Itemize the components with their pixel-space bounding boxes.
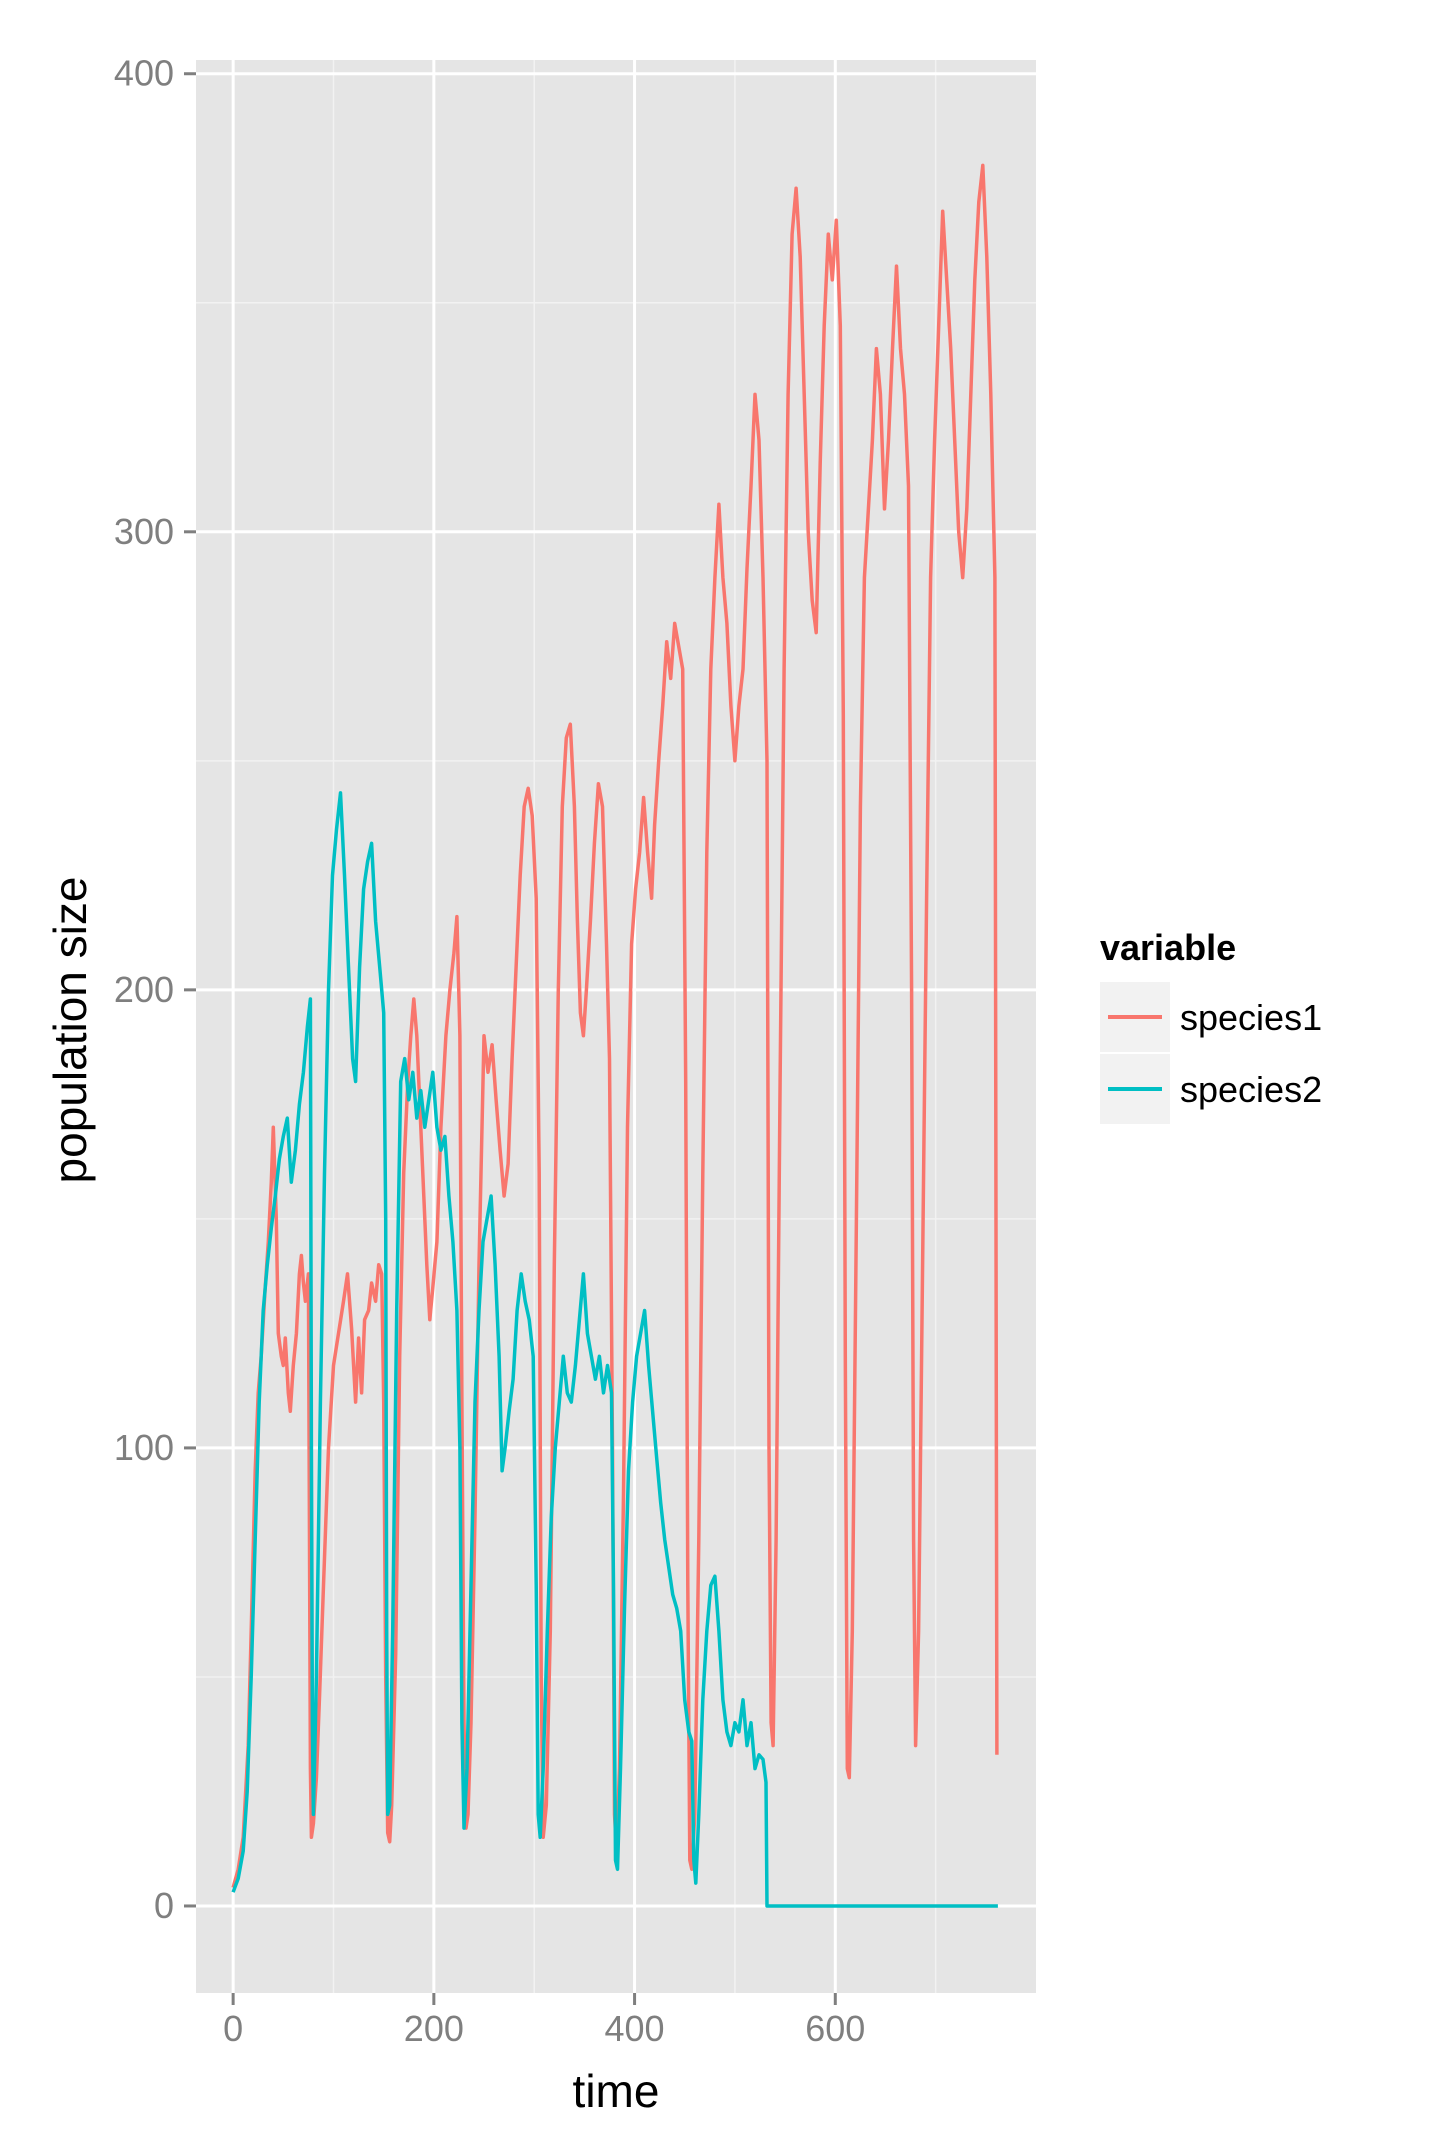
x-tick-label: 400 [605, 2008, 665, 2049]
y-tick-label: 200 [114, 969, 174, 1010]
series-line-species1 [231, 163, 999, 1889]
series-lines [231, 163, 999, 1908]
series-line-species2 [231, 791, 998, 1908]
y-tick-label: 300 [114, 511, 174, 552]
legend-label-species1: species1 [1180, 997, 1322, 1038]
x-axis: 0 200 400 600 [223, 1993, 865, 2049]
plot-panel [196, 60, 1036, 1993]
y-tick-label: 100 [114, 1427, 174, 1468]
y-tick-label: 400 [114, 53, 174, 94]
x-tick-label: 0 [223, 2008, 243, 2049]
legend-label-species2: species2 [1180, 1069, 1322, 1110]
legend: variable species1 species2 [1100, 927, 1322, 1124]
x-axis-title: time [573, 2065, 660, 2117]
x-tick-label: 200 [404, 2008, 464, 2049]
y-axis-title: population size [44, 877, 96, 1184]
y-tick-label: 0 [154, 1885, 174, 1926]
major-gridlines [196, 60, 1036, 1993]
x-tick-label: 600 [805, 2008, 865, 2049]
legend-title: variable [1100, 927, 1236, 968]
y-axis: 0 100 200 300 400 [114, 53, 196, 1926]
